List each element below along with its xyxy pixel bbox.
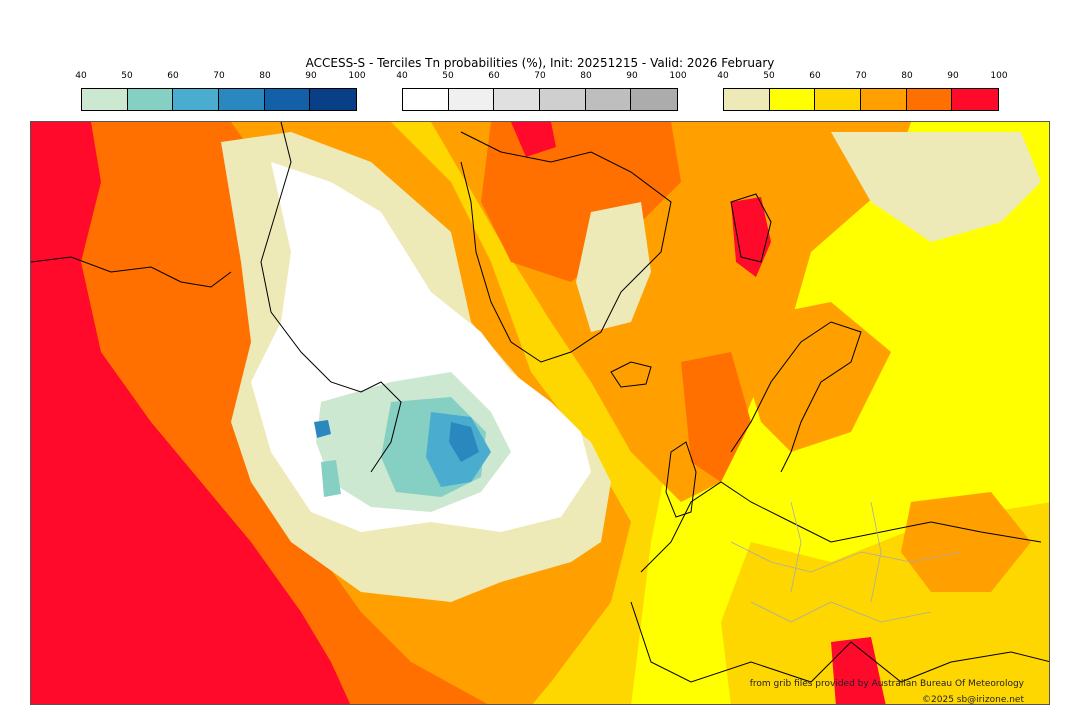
colorbar-swatches bbox=[81, 88, 357, 111]
colorbar-tick-label: 40 bbox=[717, 71, 729, 81]
colorbar-tick-label: 80 bbox=[580, 71, 592, 81]
colorbar-near-normal: 40 50 60 70 80 90 100 bbox=[396, 71, 687, 113]
country-borders bbox=[730, 501, 962, 623]
colorbar-tick-label: 100 bbox=[990, 71, 1008, 81]
colorbar-tick-label: 60 bbox=[809, 71, 821, 81]
colorbar-ticks: 40 50 60 70 80 90 100 bbox=[396, 71, 686, 83]
coastline-greenland bbox=[460, 131, 672, 363]
data-source-credit: from grib files provided by Australian B… bbox=[750, 679, 1025, 689]
colorbar-tick-label: 70 bbox=[213, 71, 225, 81]
colorbar-swatch bbox=[403, 89, 449, 110]
colorbar-below-normal: 40 50 60 70 80 90 100 bbox=[75, 71, 366, 113]
coastline-svalbard bbox=[730, 193, 772, 263]
colorbar-swatch bbox=[494, 89, 541, 110]
map-canvas: from grib files provided by Australian B… bbox=[31, 122, 1049, 705]
colorbar-tick-label: 80 bbox=[259, 71, 271, 81]
probability-map: from grib files provided by Australian B… bbox=[30, 121, 1050, 705]
blue-spot-hudson bbox=[314, 420, 331, 438]
colorbar-tick-label: 90 bbox=[626, 71, 638, 81]
colorbar-ticks: 40 50 60 70 80 90 100 bbox=[75, 71, 365, 83]
pale-zone-siberia bbox=[831, 132, 1041, 242]
colorbar-swatch bbox=[82, 89, 128, 110]
colorbar-swatch bbox=[861, 89, 907, 110]
colorbar-ticks: 40 50 60 70 80 90 100 bbox=[717, 71, 1007, 83]
colorbar-swatch bbox=[585, 89, 632, 110]
orange-zone-balkans bbox=[901, 492, 1031, 592]
dark-orange-zone-greenland bbox=[481, 122, 681, 282]
colorbar-tick-label: 90 bbox=[947, 71, 959, 81]
copyright-credit: ©2025 sb@irizone.net bbox=[922, 695, 1024, 705]
red-zone-arctic bbox=[511, 122, 556, 157]
colorbar-swatches bbox=[402, 88, 678, 111]
coastline-iceland bbox=[610, 361, 652, 388]
colorbar-swatch bbox=[310, 89, 357, 110]
colorbar-swatches bbox=[723, 88, 999, 111]
coastline-europe bbox=[630, 481, 1049, 683]
colorbar-swatch bbox=[769, 89, 816, 110]
red-zone-greece bbox=[831, 637, 886, 704]
colorbar-swatch bbox=[127, 89, 174, 110]
colorbar-swatch bbox=[724, 89, 770, 110]
map-title: ACCESS-S - Terciles Tn probabilities (%)… bbox=[305, 56, 775, 70]
colorbar-swatch bbox=[264, 89, 311, 110]
colorbar-tick-label: 90 bbox=[305, 71, 317, 81]
coastline-alaska bbox=[31, 256, 232, 288]
colorbar-tick-label: 70 bbox=[855, 71, 867, 81]
coastline-britain bbox=[665, 441, 697, 518]
dark-orange-zone-northsea bbox=[681, 352, 751, 482]
colorbar-swatch bbox=[815, 89, 862, 110]
colorbar-swatch bbox=[448, 89, 495, 110]
colorbar-tick-label: 50 bbox=[121, 71, 133, 81]
colorbar-swatch bbox=[906, 89, 953, 110]
pale-zone-greenland-cap bbox=[576, 202, 651, 332]
colorbar-tick-label: 100 bbox=[669, 71, 687, 81]
coastline-scandinavia bbox=[730, 321, 862, 473]
colorbar-swatch bbox=[173, 89, 220, 110]
colorbar-swatch bbox=[540, 89, 586, 110]
colorbar-tick-label: 100 bbox=[348, 71, 366, 81]
teal-spot-hudson bbox=[321, 460, 341, 497]
colorbar-swatch bbox=[219, 89, 265, 110]
mid-blue-zone-labrador-sea bbox=[449, 422, 479, 462]
colorbar-swatch bbox=[952, 89, 999, 110]
colorbar-swatch bbox=[631, 89, 678, 110]
colorbar-tick-label: 60 bbox=[488, 71, 500, 81]
colorbar-tick-label: 70 bbox=[534, 71, 546, 81]
colorbar-above-normal: 40 50 60 70 80 90 100 bbox=[717, 71, 1008, 113]
colorbar-tick-label: 50 bbox=[763, 71, 775, 81]
red-zone-pacific bbox=[31, 122, 351, 704]
colorbar-tick-label: 80 bbox=[901, 71, 913, 81]
colorbar-tick-label: 40 bbox=[75, 71, 87, 81]
colorbar-tick-label: 60 bbox=[167, 71, 179, 81]
colorbar-tick-label: 50 bbox=[442, 71, 454, 81]
coastline-north-america bbox=[260, 122, 402, 473]
orange-zone-scandinavia bbox=[731, 302, 891, 452]
colorbar-tick-label: 40 bbox=[396, 71, 408, 81]
